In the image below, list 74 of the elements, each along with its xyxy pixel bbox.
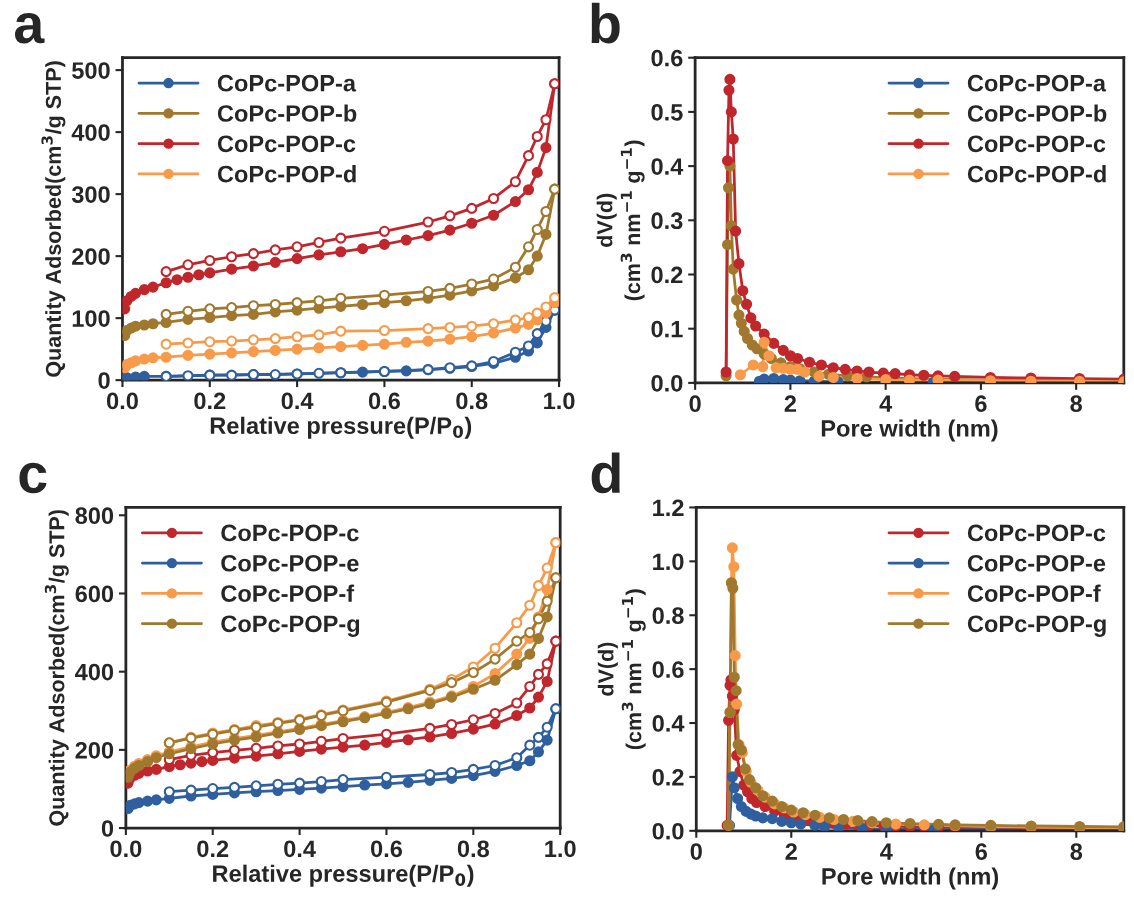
x-axis-title: Pore width (nm) bbox=[822, 867, 999, 890]
y-axis-title: Quantity Adsorbed(cm$^{3}$/g STP) bbox=[41, 61, 66, 377]
x-tick-label: 6 bbox=[975, 843, 987, 860]
y-tick-label: 800 bbox=[75, 507, 114, 525]
x-tick-label: 0.6 bbox=[370, 840, 403, 858]
y-tick-label: 200 bbox=[75, 741, 114, 759]
y-tick-label: 0.5 bbox=[651, 103, 683, 121]
y-tick-label: 500 bbox=[72, 62, 110, 79]
x-tick-label: 0 bbox=[689, 395, 701, 413]
x-tick-label: 0.2 bbox=[197, 840, 229, 858]
x-tick-label: 0.4 bbox=[284, 840, 316, 858]
legend-label: CoPc-POP-b bbox=[967, 104, 1107, 122]
y-tick-label: 0.0 bbox=[652, 822, 684, 840]
text: b bbox=[591, 2, 620, 44]
legend-label: CoPc-POP-g bbox=[967, 615, 1106, 637]
y-axis-title: dV(d) (cm$^{3}$ nm$^{−1}$ g$^{−1}$) bbox=[596, 140, 645, 301]
x-tick-label: 4 bbox=[880, 843, 893, 860]
y-tick-label: 1.0 bbox=[653, 553, 684, 571]
legend-label: CoPc-POP-e bbox=[967, 554, 1106, 572]
y-tick-label: 0.0 bbox=[651, 374, 683, 392]
legend-label: CoPc-POP-f bbox=[967, 584, 1101, 602]
x-tick-label: 0.0 bbox=[110, 840, 142, 858]
legend-label: CoPc-POP-a bbox=[967, 74, 1107, 92]
legend-label: CoPc-POP-a bbox=[217, 74, 357, 92]
x-tick-label: 1.0 bbox=[544, 392, 575, 410]
y-tick-label: 0.4 bbox=[651, 158, 684, 175]
y-tick-label: 0.2 bbox=[651, 266, 683, 284]
x-tick-label: 0 bbox=[690, 843, 702, 860]
x-tick-label: 6 bbox=[975, 395, 987, 413]
x-tick-label: 4 bbox=[879, 395, 893, 412]
y-tick-label: 300 bbox=[71, 186, 110, 203]
y-tick-label: 0.6 bbox=[651, 49, 683, 67]
legend-label: CoPc-POP-c bbox=[217, 135, 356, 153]
x-tick-label: 2 bbox=[785, 843, 797, 860]
x-tick-label: 8 bbox=[1070, 395, 1083, 413]
y-tick-label: 200 bbox=[72, 248, 110, 265]
text: a bbox=[14, 13, 45, 44]
y-tick-label: 0.2 bbox=[652, 768, 684, 786]
x-tick-label: 0.2 bbox=[194, 392, 226, 410]
legend-label: CoPc-POP-g bbox=[221, 615, 360, 637]
x-tick-label: 1.0 bbox=[545, 840, 576, 858]
y-tick-label: 0.6 bbox=[652, 661, 684, 678]
x-axis-title: Relative pressure(P/P$_{0}$) bbox=[210, 416, 472, 439]
y-tick-label: 400 bbox=[71, 124, 110, 141]
legend-label: CoPc-POP-e bbox=[221, 554, 359, 572]
y-tick-label: 600 bbox=[75, 585, 114, 603]
legend-label: CoPc-POP-f bbox=[221, 584, 355, 602]
y-tick-label: 0.3 bbox=[651, 212, 683, 230]
y-tick-label: 100 bbox=[72, 310, 110, 327]
legend-label: CoPc-POP-d bbox=[217, 165, 356, 183]
y-tick-label: 0.4 bbox=[652, 715, 685, 732]
legend-label: CoPc-POP-c bbox=[967, 135, 1106, 153]
x-tick-label: 0.6 bbox=[368, 392, 400, 410]
y-tick-label: 0 bbox=[101, 820, 114, 837]
legend-label: CoPc-POP-c bbox=[221, 524, 359, 542]
x-tick-label: 0.4 bbox=[281, 392, 314, 410]
legend-label: CoPc-POP-c bbox=[967, 524, 1106, 542]
text: c bbox=[19, 462, 47, 494]
x-tick-label: 0.8 bbox=[456, 392, 488, 410]
y-tick-label: 400 bbox=[75, 663, 114, 681]
y-axis-title: Quantity Adsorbed(cm$^{3}$/g STP) bbox=[44, 510, 69, 826]
x-axis-title: Relative pressure(P/P$_{0}$) bbox=[213, 864, 474, 887]
y-axis-title: dV(d) (cm$^{3}$ nm$^{−1}$ g$^{−1}$) bbox=[597, 589, 646, 750]
legend-label: CoPc-POP-d bbox=[967, 165, 1106, 183]
x-tick-label: 0.8 bbox=[457, 840, 490, 858]
legend-label: CoPc-POP-b bbox=[217, 104, 357, 122]
x-tick-label: 2 bbox=[784, 395, 797, 412]
x-tick-label: 8 bbox=[1070, 843, 1083, 860]
x-axis-title: Pore width (nm) bbox=[821, 419, 998, 442]
text: d bbox=[591, 452, 620, 494]
y-tick-label: 1.2 bbox=[653, 499, 684, 517]
y-tick-label: 0 bbox=[98, 372, 110, 389]
y-tick-label: 0.1 bbox=[651, 320, 683, 338]
y-tick-label: 0.8 bbox=[652, 607, 684, 625]
